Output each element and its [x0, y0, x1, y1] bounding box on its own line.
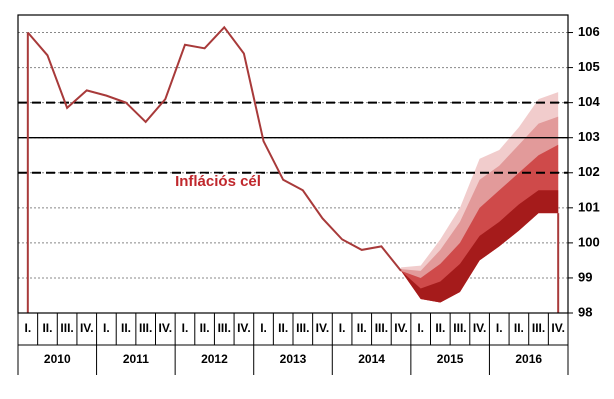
- y-tick-label: 100: [578, 234, 600, 249]
- y-tick-label: 103: [578, 129, 600, 144]
- x-tick-label: IV.: [237, 321, 251, 335]
- line: [27, 25, 402, 272]
- x-tick-label: IV.: [551, 321, 565, 335]
- x-tick-label: IV.: [159, 321, 173, 335]
- year-label: 2014: [358, 352, 385, 366]
- x-tick-label: II.: [121, 321, 131, 335]
- x-tick-label: IV.: [473, 321, 487, 335]
- x-tick-label: I.: [182, 321, 189, 335]
- annotation: Inflációs cél: [175, 173, 261, 190]
- y-tick-label: 105: [578, 59, 600, 74]
- year-label: 2012: [201, 352, 228, 366]
- y-tick-label: 102: [578, 164, 600, 179]
- x-tick-label: III.: [453, 321, 466, 335]
- fan-band: [401, 190, 559, 303]
- y-tick-label: 99: [578, 269, 592, 284]
- x-tick-label: IV.: [80, 321, 94, 335]
- x-tick-label: I.: [496, 321, 503, 335]
- y-tick-label: 104: [578, 94, 600, 109]
- x-tick-label: III.: [139, 321, 152, 335]
- year-label: 2010: [44, 352, 71, 366]
- y-tick-label: 101: [578, 199, 600, 214]
- year-label: 2011: [123, 352, 149, 366]
- x-tick-label: I.: [103, 321, 110, 335]
- y-tick-label: 106: [578, 24, 600, 39]
- x-tick-label: III.: [375, 321, 388, 335]
- fan-band: [401, 144, 559, 303]
- x-tick-label: II.: [435, 321, 445, 335]
- x-tick-label: I.: [417, 321, 424, 335]
- x-tick-label: I.: [339, 321, 346, 335]
- x-tick-label: II.: [200, 321, 210, 335]
- x-tick-label: II.: [357, 321, 367, 335]
- x-tick-label: I.: [24, 321, 31, 335]
- x-tick-label: I.: [260, 321, 267, 335]
- y-tick-label: 98: [578, 304, 592, 319]
- x-tick-label: II.: [278, 321, 288, 335]
- x-tick-label: IV.: [394, 321, 408, 335]
- year-label: 2013: [280, 352, 307, 366]
- x-tick-label: III.: [60, 321, 73, 335]
- x-tick-label: III.: [296, 321, 309, 335]
- x-tick-label: II.: [514, 321, 524, 335]
- x-tick-label: II.: [42, 321, 52, 335]
- x-tick-label: III.: [532, 321, 545, 335]
- x-tick-label: IV.: [316, 321, 330, 335]
- year-label: 2016: [515, 352, 542, 366]
- year-label: 2015: [437, 352, 464, 366]
- x-tick-label: III.: [218, 321, 231, 335]
